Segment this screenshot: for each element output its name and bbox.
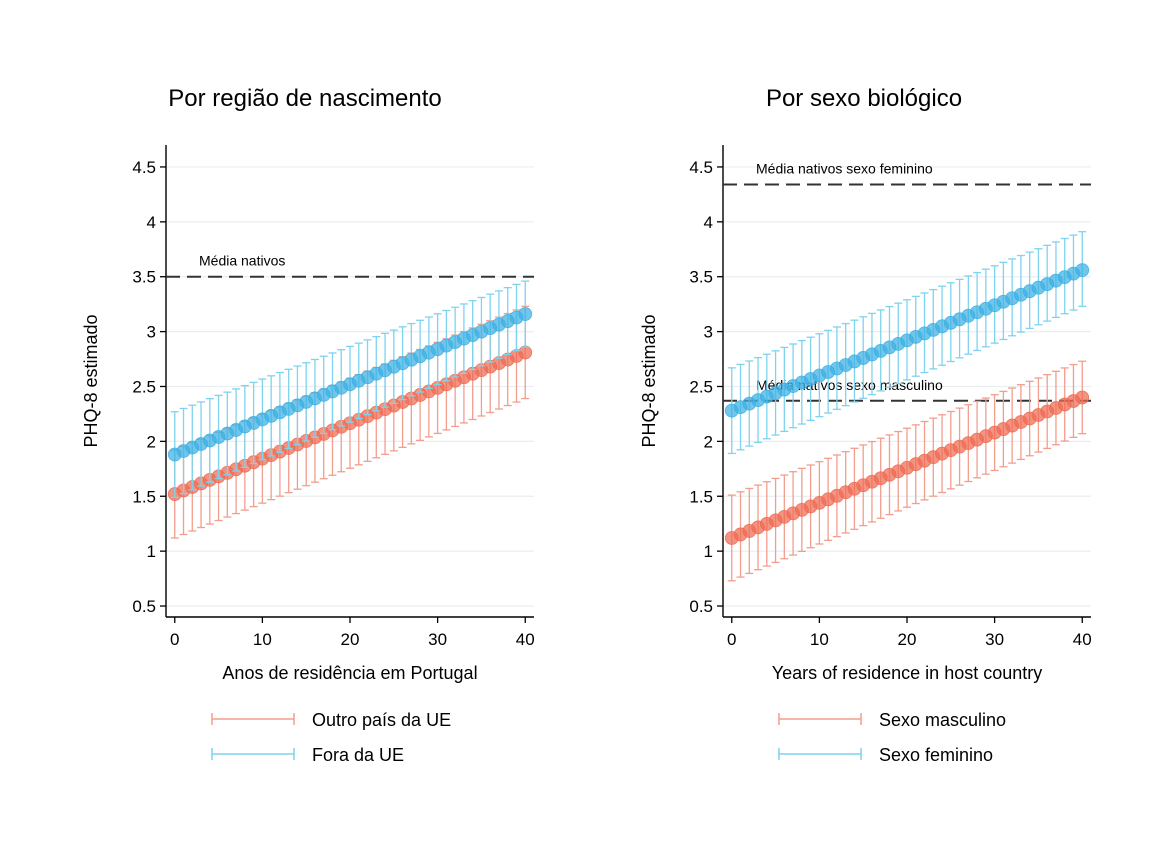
x-tick-label: 30 (985, 630, 1004, 649)
x-tick-label: 0 (727, 630, 736, 649)
chart-title: Por sexo biológico (766, 85, 962, 112)
legend-label: Outro país da UE (312, 710, 451, 730)
x-tick-label: 40 (516, 630, 535, 649)
x-axis-label: Anos de residência em Portugal (222, 663, 477, 683)
data-point (518, 345, 533, 360)
x-tick-label: 40 (1073, 630, 1092, 649)
y-tick-label: 3 (147, 323, 156, 342)
x-tick-label: 20 (341, 630, 360, 649)
legend-label: Sexo feminino (879, 745, 993, 765)
data-point (518, 307, 533, 321)
data-point (1075, 263, 1090, 278)
reference-line-label: Média nativos sexo feminino (756, 161, 933, 177)
series-red (724, 360, 1090, 582)
panel-1: Por região de nascimento 0.5 1 1.5 2 2.5 3 3.5 4… (81, 85, 535, 765)
y-tick-label: 2.5 (689, 377, 713, 396)
x-tick-label: 20 (898, 630, 917, 649)
x-tick-label: 10 (253, 630, 272, 649)
y-tick-label: 3.5 (689, 268, 713, 287)
y-tick-label: 4 (147, 213, 156, 232)
x-axis-label: Years of residence in host country (772, 663, 1043, 683)
y-axis-label: PHQ-8 estimado (639, 314, 659, 447)
y-tick-label: 2.5 (132, 377, 156, 396)
data-point (1075, 390, 1090, 405)
y-axis-label: PHQ-8 estimado (81, 314, 101, 447)
legend-label: Fora da UE (312, 745, 404, 765)
legend-label: Sexo masculino (879, 710, 1006, 730)
y-tick-label: 4.5 (132, 158, 156, 177)
y-tick-label: 3.5 (132, 268, 156, 287)
y-tick-label: 0.5 (689, 597, 713, 616)
y-tick-label: 3 (704, 323, 713, 342)
series-blue (724, 231, 1090, 455)
reference-line-label: Média nativos (199, 253, 285, 269)
y-tick-label: 4.5 (689, 158, 713, 177)
y-tick-label: 1 (147, 542, 156, 561)
x-tick-label: 30 (428, 630, 447, 649)
y-tick-label: 0.5 (132, 597, 156, 616)
chart-title: Por região de nascimento (168, 85, 442, 112)
panel-2: Por sexo biológico 0.5 1 1.5 2 2.5 3 3.5 4 4.5 0 10… (639, 85, 1092, 765)
y-tick-label: 1.5 (132, 487, 156, 506)
x-tick-label: 0 (170, 630, 179, 649)
y-tick-label: 2 (704, 432, 713, 451)
y-tick-label: 1.5 (689, 487, 713, 506)
x-tick-label: 10 (810, 630, 829, 649)
y-tick-label: 4 (704, 213, 713, 232)
y-tick-label: 2 (147, 432, 156, 451)
series-blue (167, 280, 533, 499)
y-tick-label: 1 (704, 542, 713, 561)
